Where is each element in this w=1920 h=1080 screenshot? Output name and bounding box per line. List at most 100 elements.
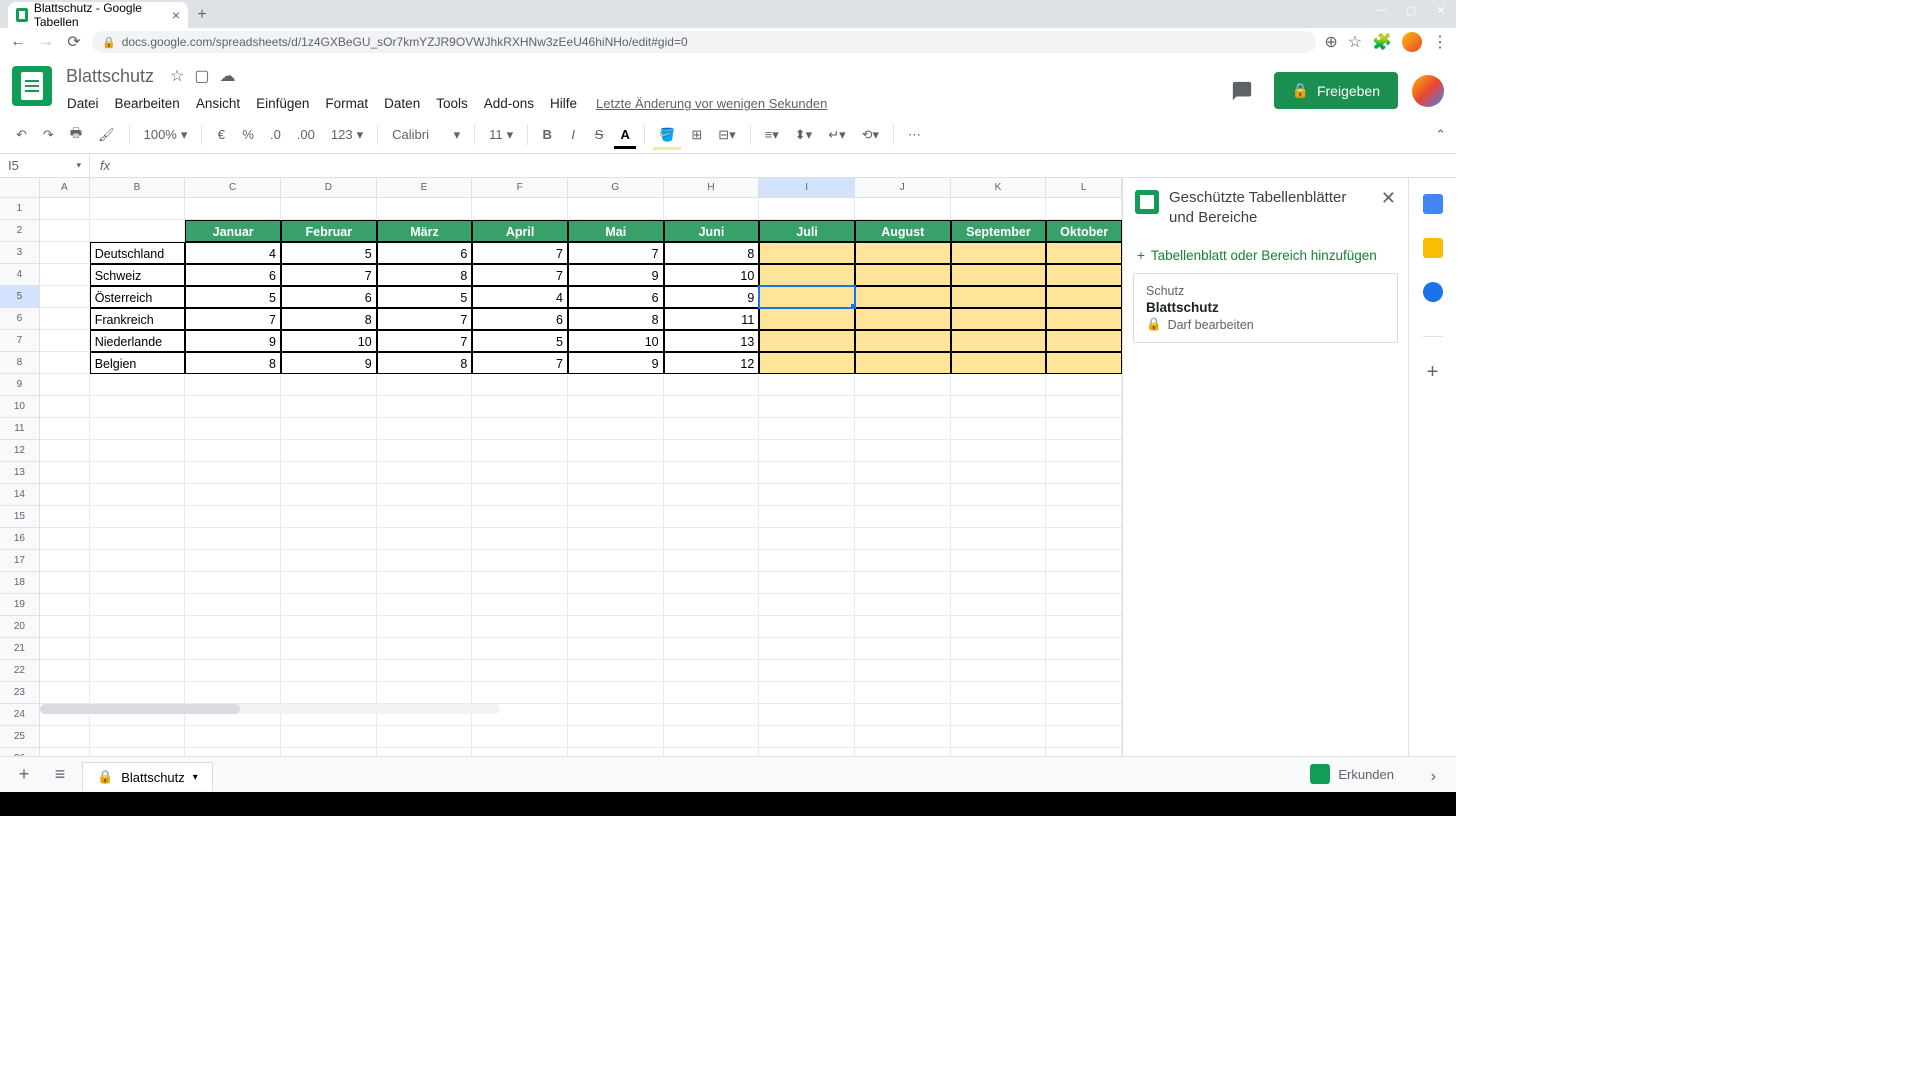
cell[interactable] [1046, 638, 1122, 660]
text-color-button[interactable]: A [614, 123, 636, 146]
borders-button[interactable]: ⊞ [685, 123, 708, 147]
cell[interactable]: 10 [664, 264, 760, 286]
cell[interactable] [855, 704, 951, 726]
cell[interactable] [951, 594, 1047, 616]
cell[interactable] [759, 352, 855, 374]
row-header[interactable]: 2 [0, 220, 40, 242]
cell[interactable]: 7 [472, 264, 568, 286]
profile-avatar[interactable] [1402, 32, 1422, 52]
cell[interactable] [281, 550, 377, 572]
cell[interactable] [951, 572, 1047, 594]
spreadsheet-grid[interactable]: ABCDEFGHIJKL 12JanuarFebruarMärzAprilMai… [0, 178, 1122, 774]
cell[interactable] [951, 264, 1047, 286]
cell[interactable] [759, 374, 855, 396]
cell[interactable]: 9 [185, 330, 281, 352]
cell[interactable]: 4 [472, 286, 568, 308]
cell[interactable] [40, 616, 90, 638]
cell[interactable] [185, 418, 281, 440]
cell[interactable] [377, 572, 473, 594]
cell[interactable] [377, 682, 473, 704]
cell[interactable] [1046, 616, 1122, 638]
cell[interactable] [90, 484, 186, 506]
cell[interactable] [568, 704, 664, 726]
cell[interactable] [1046, 726, 1122, 748]
cell[interactable] [759, 462, 855, 484]
cell[interactable] [90, 220, 186, 242]
cell[interactable]: 8 [281, 308, 377, 330]
cell[interactable] [1046, 484, 1122, 506]
cell[interactable] [951, 682, 1047, 704]
cell[interactable] [568, 462, 664, 484]
cell[interactable] [472, 528, 568, 550]
column-header[interactable]: D [281, 178, 377, 197]
cell[interactable] [568, 396, 664, 418]
cell[interactable] [664, 462, 760, 484]
percent-button[interactable]: % [236, 123, 260, 146]
cell[interactable] [855, 660, 951, 682]
cell[interactable] [472, 550, 568, 572]
row-header[interactable]: 7 [0, 330, 40, 352]
calendar-icon[interactable] [1423, 194, 1443, 214]
cell[interactable]: 6 [568, 286, 664, 308]
cell[interactable] [281, 462, 377, 484]
cell[interactable] [40, 660, 90, 682]
cell[interactable] [951, 242, 1047, 264]
add-range-button[interactable]: + Tabellenblatt oder Bereich hinzufügen [1123, 238, 1408, 273]
cell[interactable] [40, 440, 90, 462]
cell[interactable] [759, 660, 855, 682]
cell[interactable] [664, 528, 760, 550]
cell[interactable] [185, 638, 281, 660]
cell[interactable] [40, 682, 90, 704]
cell[interactable] [472, 726, 568, 748]
cell[interactable] [90, 396, 186, 418]
cell[interactable] [951, 418, 1047, 440]
comments-button[interactable] [1224, 73, 1260, 109]
cell[interactable] [759, 330, 855, 352]
cell[interactable] [377, 550, 473, 572]
star-icon[interactable]: ☆ [170, 66, 184, 86]
cloud-icon[interactable]: ☁ [220, 66, 236, 86]
cell[interactable] [855, 352, 951, 374]
cell[interactable] [472, 374, 568, 396]
rotate-button[interactable]: ⟲▾ [856, 123, 885, 147]
cell[interactable] [281, 572, 377, 594]
cell[interactable]: Juli [759, 220, 855, 242]
cell[interactable] [472, 616, 568, 638]
cell[interactable] [759, 682, 855, 704]
cell[interactable] [281, 682, 377, 704]
cell[interactable] [472, 638, 568, 660]
menu-tools[interactable]: Tools [429, 92, 475, 115]
row-header[interactable]: 8 [0, 352, 40, 374]
new-tab-button[interactable]: + [188, 2, 216, 28]
cell[interactable] [759, 308, 855, 330]
cell[interactable] [472, 396, 568, 418]
cell[interactable] [568, 528, 664, 550]
wrap-button[interactable]: ↵▾ [822, 123, 851, 147]
row-header[interactable]: 24 [0, 704, 40, 726]
menu-datei[interactable]: Datei [60, 92, 106, 115]
cell[interactable] [281, 440, 377, 462]
column-header[interactable]: G [568, 178, 664, 197]
cell[interactable] [472, 440, 568, 462]
cell[interactable] [185, 660, 281, 682]
cell[interactable] [281, 594, 377, 616]
window-close[interactable]: ✕ [1426, 0, 1456, 20]
cell[interactable] [855, 242, 951, 264]
cell[interactable]: 10 [568, 330, 664, 352]
cell[interactable] [664, 550, 760, 572]
cell[interactable] [855, 462, 951, 484]
cell[interactable] [377, 594, 473, 616]
cell[interactable] [855, 330, 951, 352]
explore-button[interactable]: Erkunden [1298, 758, 1406, 790]
cell[interactable] [855, 264, 951, 286]
cell[interactable] [951, 528, 1047, 550]
cell[interactable] [951, 396, 1047, 418]
tab-close[interactable]: × [172, 7, 180, 23]
cell[interactable] [759, 242, 855, 264]
cell[interactable] [377, 198, 473, 220]
cell[interactable] [1046, 506, 1122, 528]
cell[interactable] [40, 374, 90, 396]
cell[interactable] [40, 550, 90, 572]
redo-button[interactable]: ↷ [37, 123, 60, 147]
cell[interactable] [951, 374, 1047, 396]
